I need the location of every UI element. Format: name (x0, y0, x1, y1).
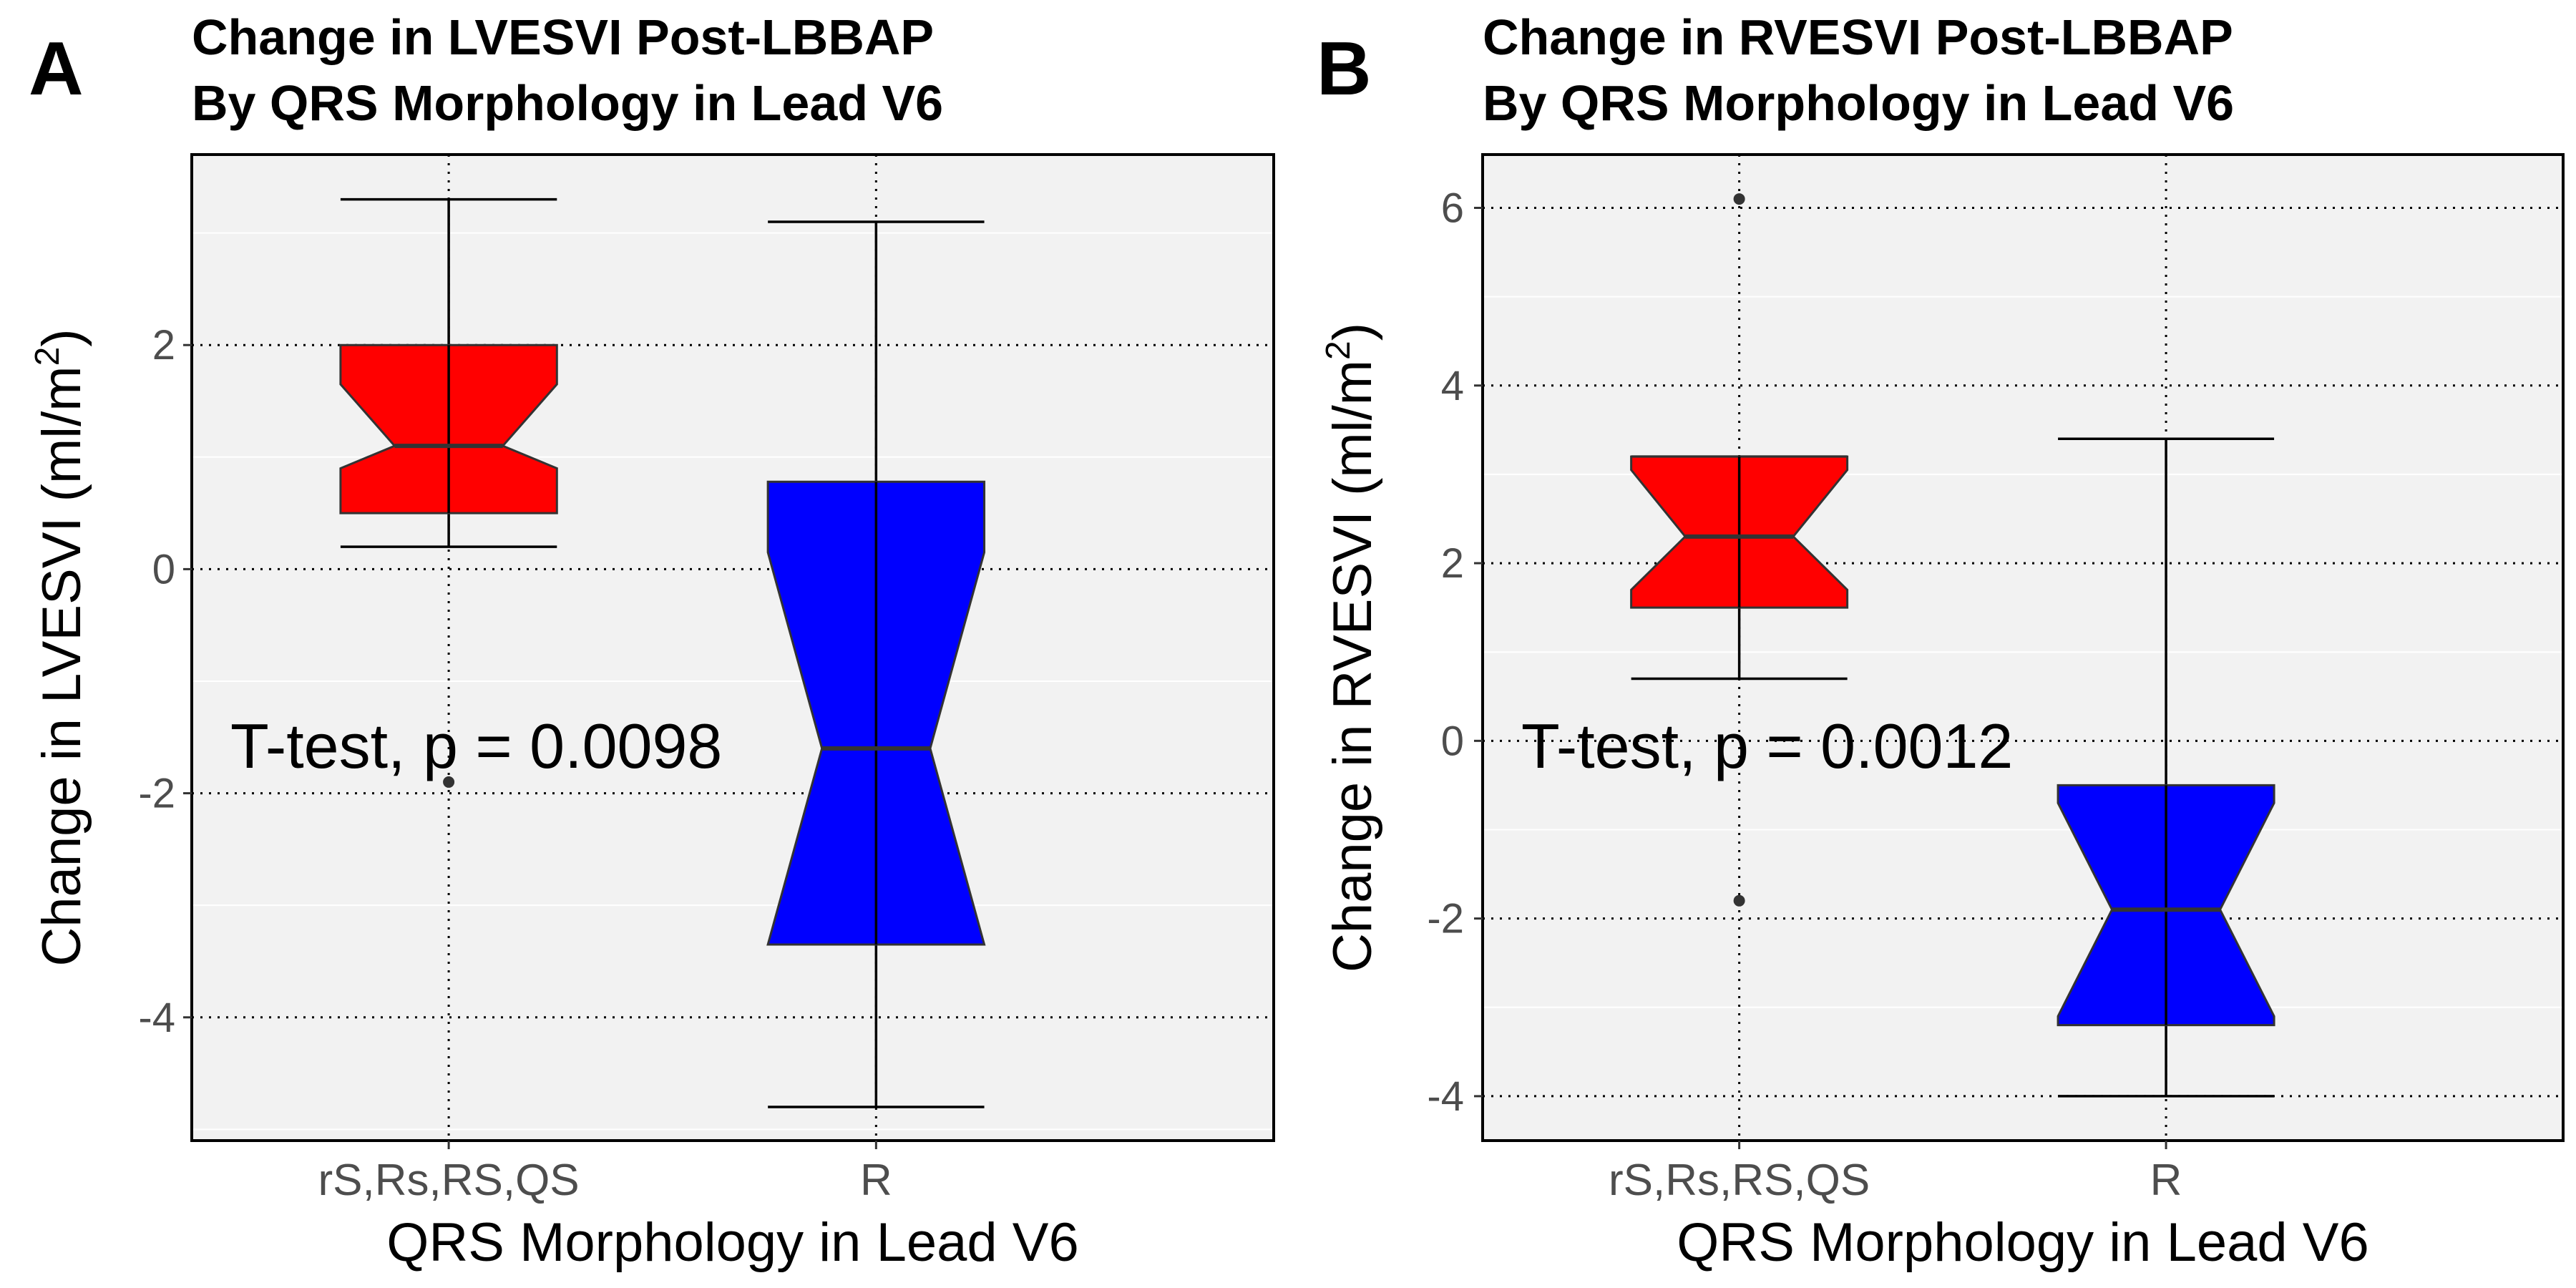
box-rs-group (339, 197, 558, 788)
x-tick-label: rS,Rs,RS,QS (1609, 1156, 1870, 1205)
panel-letter: B (1317, 26, 1372, 111)
outlier-point (1733, 193, 1745, 205)
x-tick-label: R (2150, 1156, 2182, 1205)
outlier-point (443, 776, 455, 788)
ttest-annotation: T-test, p = 0.0098 (230, 711, 722, 781)
y-tick-label: -4 (1427, 1073, 1464, 1120)
y-axis-label-superscript: 2 (1319, 341, 1357, 360)
y-axis-label: Change in LVESVI (ml/m2) (29, 328, 92, 966)
y-tick-label: 6 (1441, 185, 1464, 231)
y-tick-label: 2 (152, 322, 175, 369)
y-tick-label: 0 (152, 546, 175, 592)
y-axis-label: Change in RVESVI (ml/m2) (1319, 323, 1383, 972)
y-tick-label: -4 (138, 995, 175, 1041)
x-axis-label: QRS Morphology in Lead V6 (1677, 1212, 2368, 1273)
y-tick-label: 0 (1441, 718, 1464, 764)
x-axis-label: QRS Morphology in Lead V6 (386, 1212, 1078, 1273)
y-axis-label-text: Change in LVESVI (31, 502, 92, 966)
y-axis-label-text: Change in RVESVI (1322, 496, 1383, 972)
box-r-group (766, 220, 986, 1108)
box-rs-group (1630, 193, 1849, 907)
y-tick-label: -2 (1427, 896, 1464, 942)
chart-panel-b: B Change in RVESVI Post-LBBAP By QRS Morph… (1317, 9, 2565, 1273)
chart-title-line: By QRS Morphology in Lead V6 (1483, 75, 2234, 131)
panel-letter: A (29, 26, 84, 111)
chart-panel-a: A Change in LVESVI Post-LBBAP By QRS Morph… (29, 9, 1275, 1273)
outlier-point (1733, 894, 1745, 907)
y-axis-label-unit: (ml/m (31, 366, 92, 502)
box-r-group (2057, 437, 2275, 1098)
plot-border (1481, 153, 2565, 1142)
y-axis-label-unit-end: ) (31, 328, 92, 346)
y-tick-label: -2 (138, 771, 175, 817)
plot-background (192, 155, 1274, 1141)
chart-title-line: Change in LVESVI Post-LBBAP (192, 9, 934, 65)
chart-title-line: By QRS Morphology in Lead V6 (192, 75, 943, 131)
plot-border (190, 153, 1275, 1142)
plot-background (1483, 155, 2563, 1141)
chart-title-line: Change in RVESVI Post-LBBAP (1483, 9, 2233, 65)
y-tick-label: 2 (1441, 540, 1464, 587)
y-axis-label-unit-end: ) (1322, 323, 1383, 341)
y-axis-label-unit: (ml/m (1322, 360, 1383, 496)
x-tick-label: rS,Rs,RS,QS (318, 1156, 580, 1205)
x-tick-label: R (860, 1156, 892, 1205)
y-tick-label: 4 (1441, 363, 1464, 409)
ttest-annotation: T-test, p = 0.0012 (1521, 711, 2013, 781)
y-axis-label-superscript: 2 (29, 347, 67, 366)
